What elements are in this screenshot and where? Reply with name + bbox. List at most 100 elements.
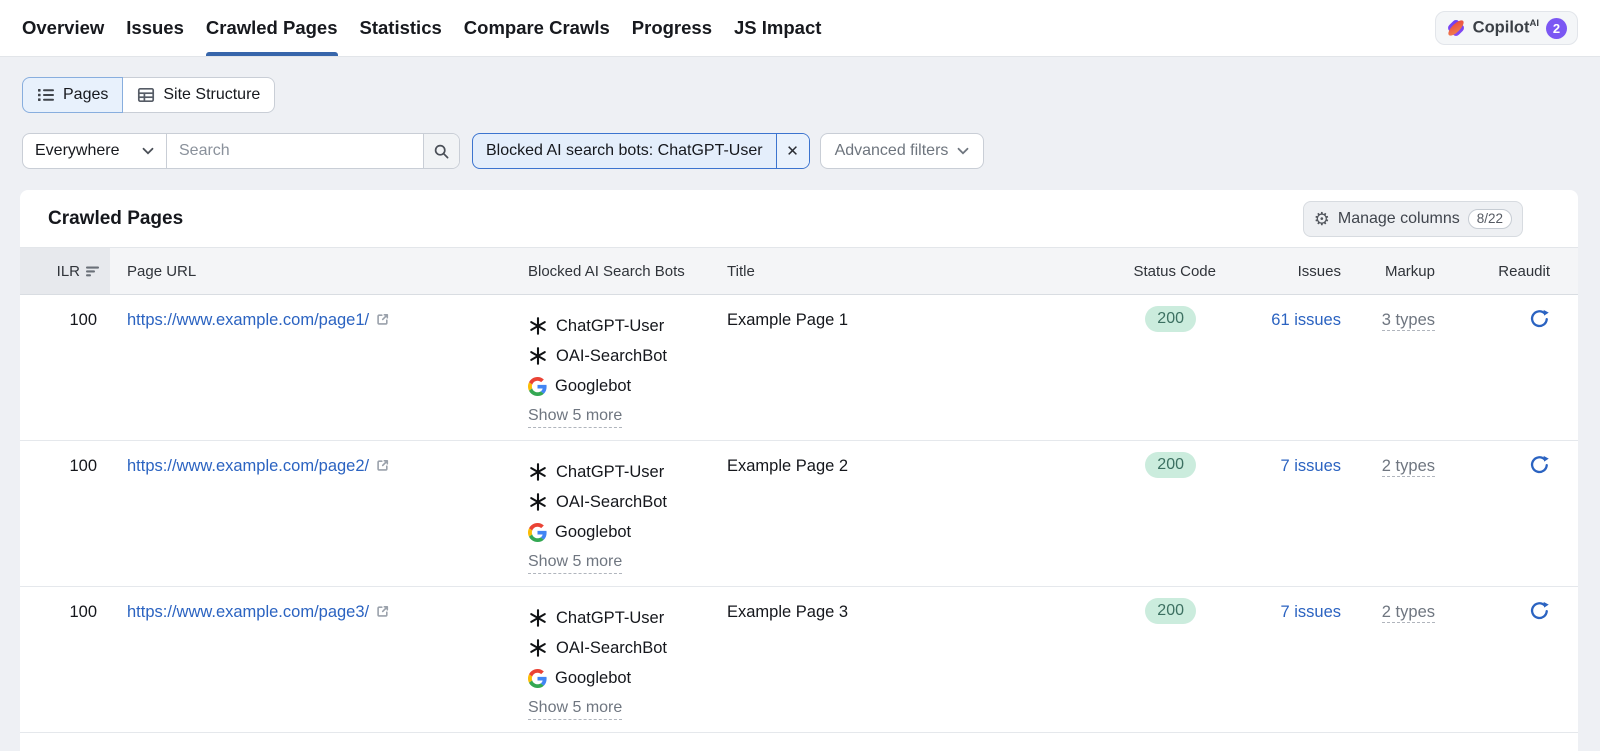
tab-js-impact[interactable]: JS Impact [734,17,822,38]
issues-cell: 61 issues [1216,295,1341,440]
issues-link[interactable]: 7 issues [1280,603,1341,621]
page-url-link[interactable]: https://www.example.com/page3/ [127,603,370,621]
page-title: Crawled Pages [48,207,184,229]
markup-cell: 2 types [1341,441,1435,586]
reaudit-icon[interactable] [1529,600,1550,621]
advanced-filters-dropdown[interactable]: Advanced filters [819,133,985,169]
openai-icon [528,608,548,628]
copilot-label: CopilotAI [1472,18,1540,37]
bot-item: OAI-SearchBot [528,341,727,371]
column-header-reaudit[interactable]: Reaudit [1498,262,1550,280]
toggle-site-structure[interactable]: Site Structure [123,77,276,113]
crawled-pages-card: Crawled Pages ⚙ Manage columns 8/22 ILR … [20,190,1578,751]
status-code-cell: 200 [1090,295,1216,440]
filter-chip-close-icon[interactable]: ✕ [775,134,809,168]
show-more-link[interactable]: Show 5 more [528,405,623,428]
column-header-title[interactable]: Title [727,262,755,280]
issues-cell: 7 issues [1216,441,1341,586]
tab-crawled-pages[interactable]: Crawled Pages [205,0,338,56]
table-row: 100 https://www.example.com/page1/ ChatG… [20,295,1578,441]
bot-name: OAI-SearchBot [556,638,667,657]
show-more-link[interactable]: Show 5 more [528,551,623,574]
bot-name: OAI-SearchBot [556,492,667,511]
openai-icon [528,346,548,366]
search-scope-select[interactable]: Everywhere [23,134,167,168]
reaudit-cell [1435,587,1578,732]
column-header-ilr[interactable]: ILR [20,248,110,294]
toggle-site-structure-label: Site Structure [163,86,261,103]
external-link-icon[interactable] [375,605,390,623]
blocked-bots-cell: ChatGPT-User OAI-SearchBot Googlebot Sho… [528,587,727,732]
table-row: 100 https://www.example.com/page2/ ChatG… [20,441,1578,587]
reaudit-icon[interactable] [1529,454,1550,475]
bot-item: ChatGPT-User [528,311,727,341]
markup-types-link[interactable]: 3 types [1381,311,1435,331]
tab-overview[interactable]: Overview [22,17,105,38]
issues-cell: 7 issues [1216,587,1341,732]
bot-item: OAI-SearchBot [528,487,727,517]
page-title-cell: Example Page 3 [727,603,849,621]
page-url-cell: https://www.example.com/page1/ [110,295,528,440]
top-nav: Overview Issues Crawled Pages Statistics… [0,0,1600,57]
status-badge: 200 [1145,306,1196,332]
openai-icon [528,492,548,512]
column-header-markup[interactable]: Markup [1384,262,1435,280]
openai-icon [528,316,548,336]
bot-name: ChatGPT-User [556,462,665,481]
filter-bar: Everywhere Blocked AI search bots: ChatG… [22,133,1600,169]
active-filter-chip: Blocked AI search bots: ChatGPT-User ✕ [472,133,810,169]
tab-issues[interactable]: Issues [126,17,184,38]
bot-name: ChatGPT-User [556,316,665,335]
google-icon [528,376,547,396]
markup-types-link[interactable]: 2 types [1381,457,1435,477]
copilot-button[interactable]: CopilotAI 2 [1434,11,1578,45]
list-icon [37,86,55,104]
toggle-pages-label: Pages [63,86,109,103]
search-button[interactable] [423,134,459,168]
page-url-cell: https://www.example.com/page2/ [110,441,528,586]
view-toggle: Pages Site Structure [22,77,1600,113]
copilot-count-badge: 2 [1546,17,1567,39]
show-more-link[interactable]: Show 5 more [528,697,623,720]
reaudit-cell [1435,441,1578,586]
tab-progress[interactable]: Progress [631,17,712,38]
gear-icon: ⚙ [1313,208,1330,229]
page-url-link[interactable]: https://www.example.com/page2/ [127,457,370,475]
manage-columns-label: Manage columns [1337,209,1460,227]
search-input[interactable] [167,134,423,168]
chevron-down-icon [957,147,969,155]
status-badge: 200 [1145,452,1196,478]
column-header-blocked-bots[interactable]: Blocked AI Search Bots [528,262,685,280]
filter-chip-label: Blocked AI search bots: ChatGPT-User [486,142,763,159]
toggle-pages[interactable]: Pages [22,77,124,113]
page-title-cell: Example Page 2 [727,457,849,475]
page-url-cell: https://www.example.com/page3/ [110,587,528,732]
column-header-page-url[interactable]: Page URL [127,262,197,280]
markup-types-link[interactable]: 2 types [1381,603,1435,623]
tab-compare-crawls[interactable]: Compare Crawls [463,17,610,38]
card-header: Crawled Pages ⚙ Manage columns 8/22 [20,190,1578,247]
google-icon [528,668,547,688]
manage-columns-button[interactable]: ⚙ Manage columns 8/22 [1302,200,1523,237]
search-scope-value: Everywhere [35,142,120,159]
ilr-value: 100 [69,311,97,329]
page-url-link[interactable]: https://www.example.com/page1/ [127,311,370,329]
reaudit-icon[interactable] [1529,308,1550,329]
issues-link[interactable]: 7 issues [1280,457,1341,475]
bot-item: Googlebot [528,517,727,547]
bot-name: Googlebot [555,376,632,395]
status-badge: 200 [1145,598,1196,624]
status-code-cell: 200 [1090,587,1216,732]
copilot-ai-superscript: AI [1529,18,1540,30]
copilot-icon [1446,18,1466,38]
column-header-issues[interactable]: Issues [1297,262,1341,280]
tab-statistics[interactable]: Statistics [359,17,442,38]
external-link-icon[interactable] [375,313,390,331]
bot-item: ChatGPT-User [528,603,727,633]
column-header-status-code[interactable]: Status Code [1133,262,1216,280]
chevron-down-icon [142,147,154,155]
issues-link[interactable]: 61 issues [1271,311,1341,329]
page-title-cell: Example Page 1 [727,311,849,329]
external-link-icon[interactable] [375,459,390,477]
bot-name: Googlebot [555,668,632,687]
